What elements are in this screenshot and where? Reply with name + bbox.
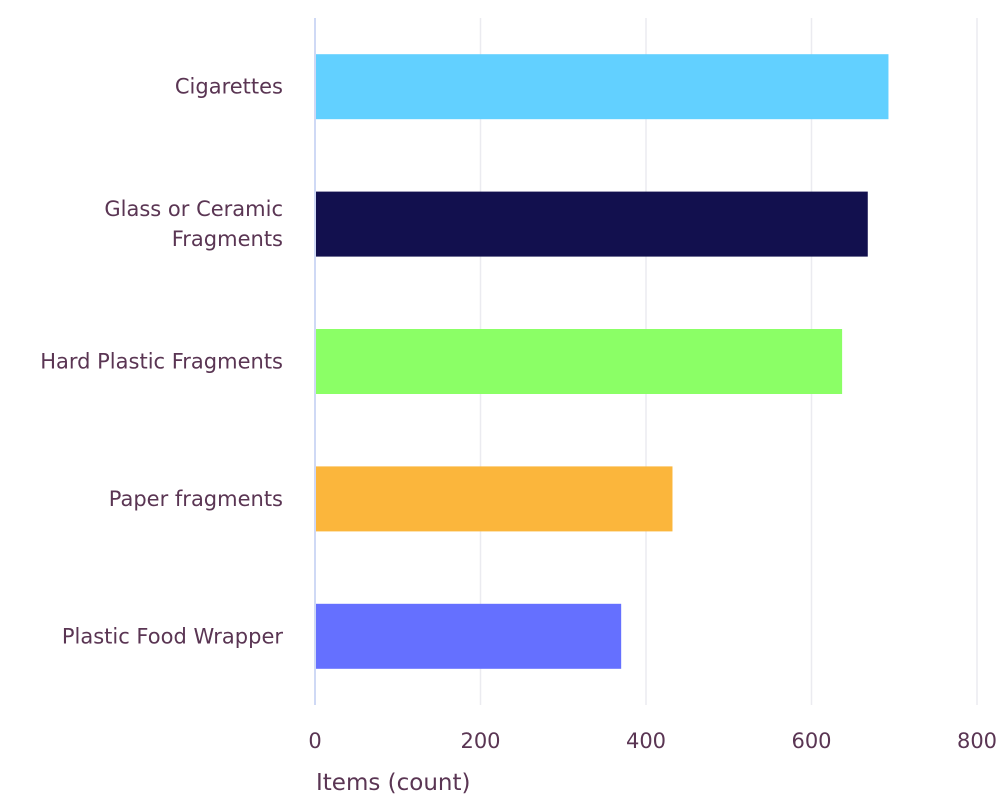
category-labels: Cigarettes Glass or Ceramic Fragments Hard …: [40, 75, 283, 649]
bar[interactable]: [315, 466, 673, 532]
category-label: Cigarettes: [175, 75, 283, 99]
bar[interactable]: [315, 329, 843, 394]
x-tick-label: 400: [626, 729, 666, 753]
category-label: Glass or Ceramic Fragments: [104, 197, 283, 251]
x-tick-labels: 0 200 400 600 800: [308, 729, 996, 753]
x-axis-title: Items (count): [316, 770, 471, 796]
category-label: Paper fragments: [109, 487, 283, 511]
bars: [315, 54, 889, 669]
x-tick-label: 200: [460, 729, 500, 753]
x-tick-label: 800: [957, 729, 996, 753]
x-tick-label: 0: [308, 729, 321, 753]
category-label: Hard Plastic Fragments: [40, 350, 283, 374]
bar[interactable]: [315, 191, 868, 257]
bar[interactable]: [315, 54, 889, 120]
bar[interactable]: [315, 603, 622, 669]
category-label: Plastic Food Wrapper: [62, 624, 284, 648]
x-tick-label: 600: [791, 729, 831, 753]
